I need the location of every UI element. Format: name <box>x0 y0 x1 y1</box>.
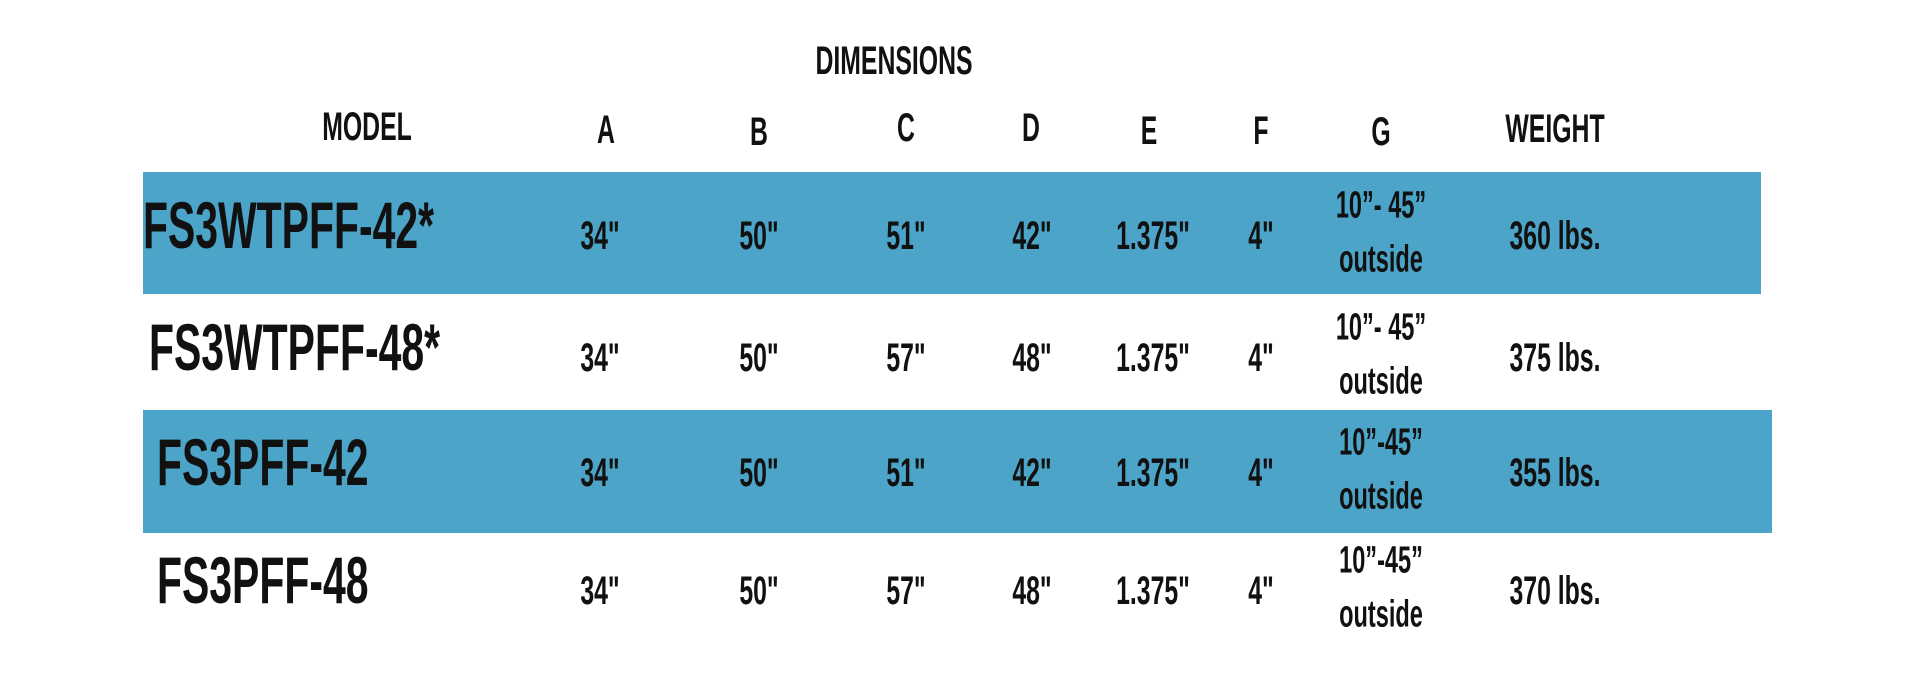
cell-c: 51" <box>886 214 926 258</box>
cell-e: 1.375" <box>1116 214 1190 258</box>
cell-c: 51" <box>886 451 926 495</box>
cell-e: 1.375" <box>1116 451 1190 495</box>
cell-b: 50" <box>739 336 779 380</box>
column-header-model: MODEL <box>322 105 412 149</box>
cell-a: 34" <box>580 336 620 380</box>
cell-weight: 360 lbs. <box>1509 214 1601 258</box>
cell-f: 4" <box>1248 569 1274 613</box>
cell-c: 57" <box>886 336 926 380</box>
cell-weight: 355 lbs. <box>1509 451 1601 495</box>
cell-g: outside <box>1339 475 1423 518</box>
column-header-a: A <box>597 108 615 152</box>
column-header-weight: WEIGHT <box>1505 107 1605 151</box>
cell-a: 34" <box>580 214 620 258</box>
cell-g: 10”- 45” <box>1335 306 1427 349</box>
cell-b: 50" <box>739 451 779 495</box>
column-header-d: D <box>1022 106 1040 150</box>
column-header-e: E <box>1140 109 1158 153</box>
cell-d: 48" <box>1012 569 1052 613</box>
row-highlight-band <box>143 410 1772 533</box>
cell-e: 1.375" <box>1116 569 1190 613</box>
model-name: FS3WTPFF-42* <box>143 188 435 262</box>
cell-g: outside <box>1339 238 1423 281</box>
cell-g: 10”-45” <box>1339 539 1423 582</box>
dimensions-header: DIMENSIONS <box>815 39 973 83</box>
cell-d: 42" <box>1012 451 1052 495</box>
model-name: FS3WTPFF-48* <box>149 310 441 384</box>
model-name: FS3PFF-42 <box>157 425 369 499</box>
cell-weight: 375 lbs. <box>1509 336 1601 380</box>
cell-c: 57" <box>886 569 926 613</box>
cell-f: 4" <box>1248 214 1274 258</box>
column-header-c: C <box>897 106 915 150</box>
cell-e: 1.375" <box>1116 336 1190 380</box>
cell-b: 50" <box>739 214 779 258</box>
cell-d: 42" <box>1012 214 1052 258</box>
cell-weight: 370 lbs. <box>1509 569 1601 613</box>
model-name: FS3PFF-48 <box>157 543 369 617</box>
row-highlight-band <box>143 172 1761 294</box>
column-header-f: F <box>1253 109 1269 153</box>
cell-d: 48" <box>1012 336 1052 380</box>
column-header-b: B <box>750 110 768 154</box>
cell-g: outside <box>1339 360 1423 403</box>
cell-a: 34" <box>580 451 620 495</box>
cell-g: 10”-45” <box>1339 421 1423 464</box>
cell-g: outside <box>1339 593 1423 636</box>
cell-f: 4" <box>1248 336 1274 380</box>
column-header-g: G <box>1371 110 1391 154</box>
cell-f: 4" <box>1248 451 1274 495</box>
cell-b: 50" <box>739 569 779 613</box>
cell-g: 10”- 45” <box>1335 184 1427 227</box>
cell-a: 34" <box>580 569 620 613</box>
